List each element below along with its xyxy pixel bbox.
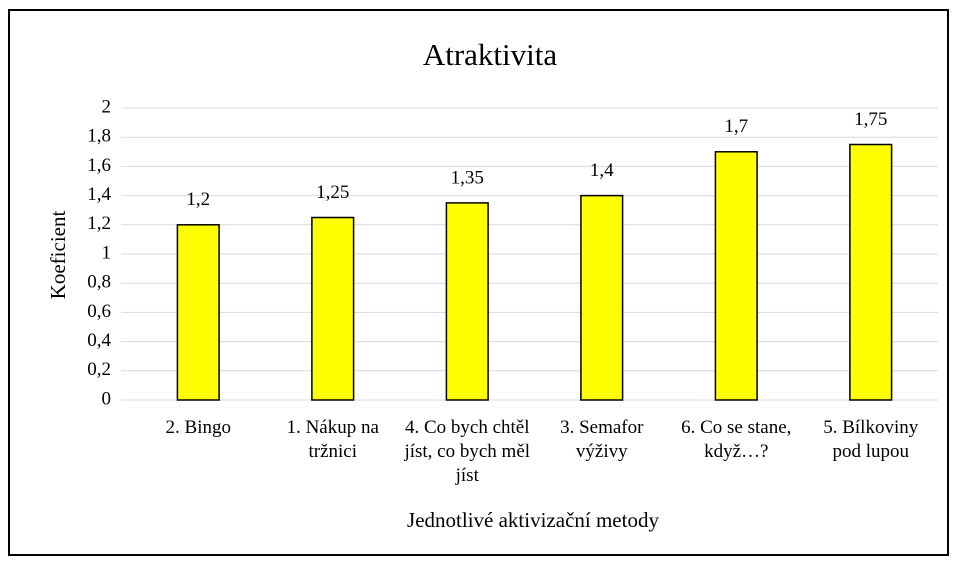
data-label: 1,4 — [590, 160, 614, 181]
y-axis-title: Koeficient — [46, 211, 70, 300]
y-tick-label: 1 — [102, 242, 112, 263]
data-label: 1,25 — [316, 182, 349, 203]
y-tick-label: 0 — [102, 388, 112, 409]
data-label: 1,2 — [186, 189, 210, 210]
x-tick-label: 4. Co bych chtěl jíst, co bych měl jíst — [404, 417, 531, 486]
y-tick-label: 0,2 — [87, 359, 111, 380]
data-label: 1,35 — [451, 167, 484, 188]
bar — [849, 143, 893, 401]
chart-border — [8, 9, 949, 556]
bar — [176, 224, 220, 401]
bar — [311, 216, 355, 401]
y-tick-label: 1,4 — [87, 184, 111, 205]
y-tick-label: 2 — [102, 96, 112, 117]
bar — [580, 194, 624, 401]
y-tick-label: 0,8 — [87, 272, 111, 293]
data-label: 1,75 — [854, 109, 887, 130]
x-tick-label: 5. Bílkoviny pod lupou — [823, 417, 919, 462]
bar — [445, 202, 489, 401]
x-tick-label: 3. Semafor výživy — [560, 417, 644, 462]
y-tick-label: 1,6 — [87, 155, 111, 176]
y-tick-label: 0,4 — [87, 330, 111, 351]
y-tick-label: 0,6 — [87, 301, 111, 322]
x-tick-label: 1. Nákup na tržnici — [286, 417, 379, 462]
x-tick-label: 6. Co se stane, když…? — [681, 417, 792, 462]
bar — [714, 151, 758, 401]
x-axis-title: Jednotlivé aktivizační metody — [407, 508, 659, 532]
chart-title: Atraktivita — [423, 37, 558, 72]
x-tick-label: 2. Bingo — [165, 417, 231, 438]
data-label: 1,7 — [724, 116, 748, 137]
y-tick-label: 1,2 — [87, 213, 111, 234]
y-tick-label: 1,8 — [87, 126, 111, 147]
